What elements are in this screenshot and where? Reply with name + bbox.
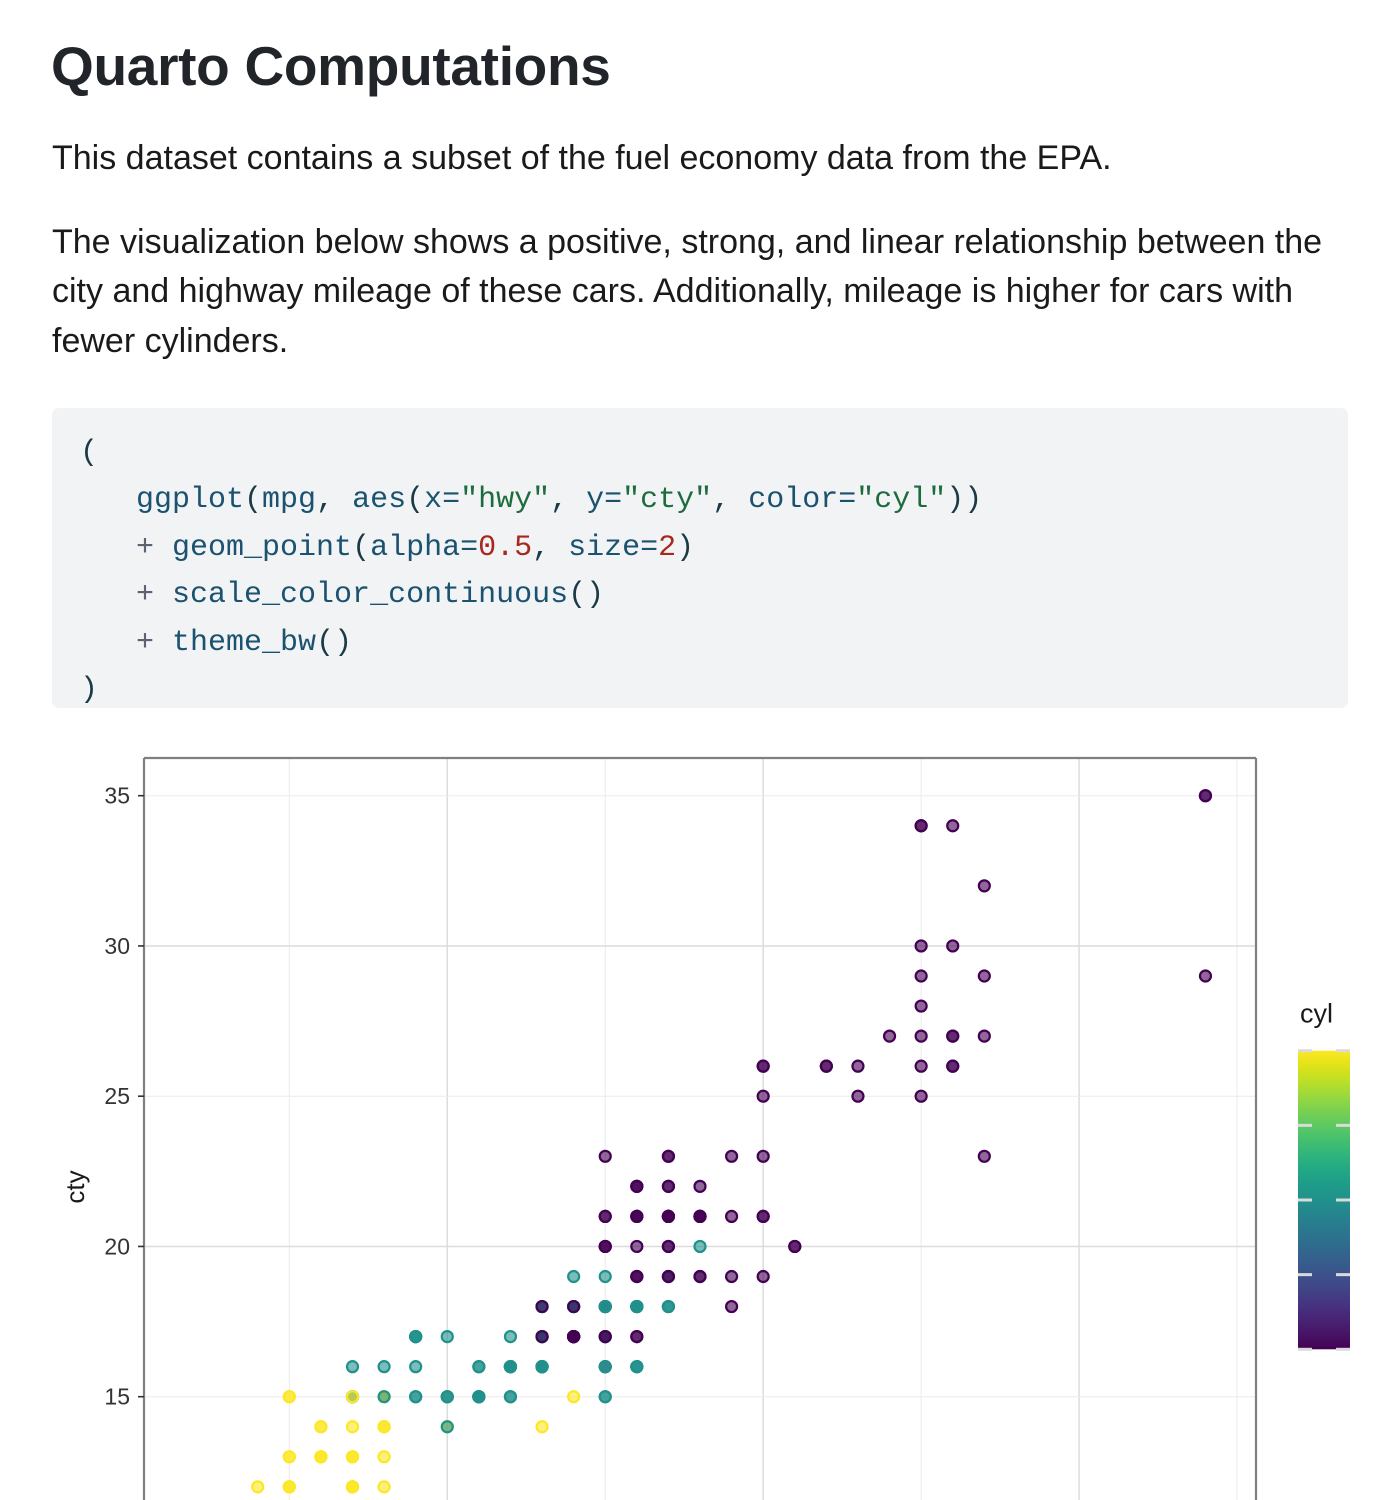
svg-text:15: 15 <box>104 1384 130 1410</box>
svg-text:30: 30 <box>104 933 130 959</box>
svg-text:35: 35 <box>104 783 130 809</box>
svg-text:25: 25 <box>104 1083 130 1109</box>
svg-text:cyl: cyl <box>1300 999 1333 1029</box>
svg-text:cty: cty <box>60 1170 90 1203</box>
svg-text:20: 20 <box>104 1233 130 1259</box>
